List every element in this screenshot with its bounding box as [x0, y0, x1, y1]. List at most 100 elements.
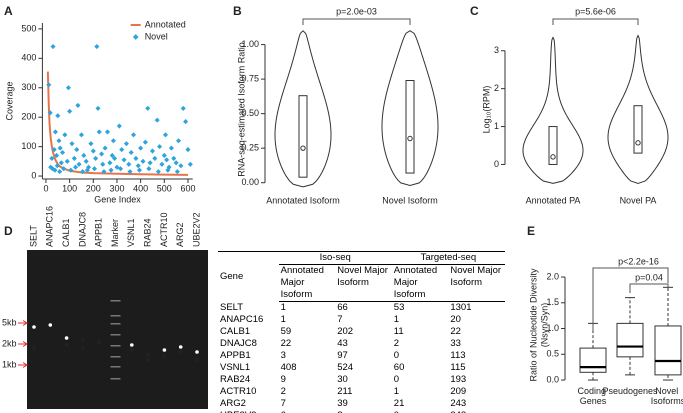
novel-point — [107, 160, 113, 166]
size-arrowhead — [22, 341, 28, 347]
novel-point — [187, 161, 193, 167]
novel-point — [59, 149, 66, 156]
gene-name: SELT — [220, 301, 244, 313]
novel-point — [57, 169, 63, 175]
band-star: ★ — [30, 342, 38, 352]
count: 211 — [337, 386, 353, 397]
count: 115 — [450, 362, 466, 373]
category-label: Pseudogenes — [602, 386, 658, 396]
novel-point — [93, 155, 99, 161]
count: 3 — [280, 350, 286, 361]
lane-label: CALB1 — [61, 218, 71, 247]
count: 524 — [337, 362, 354, 373]
count: 22 — [450, 326, 461, 337]
count: 0 — [393, 350, 400, 361]
novel-point — [49, 155, 55, 161]
count: 8 — [335, 410, 392, 413]
novel-point — [47, 110, 53, 116]
novel-point — [91, 166, 98, 172]
legend-label: Annotated — [145, 19, 186, 29]
novel-point — [71, 155, 77, 161]
legend-label: Novel — [145, 31, 168, 41]
box — [616, 322, 644, 358]
count: 2 — [393, 338, 400, 349]
size-label: 1kb — [2, 359, 17, 369]
gene-name: ARG2 — [220, 398, 246, 409]
band-star: ★ — [144, 349, 152, 359]
table-row: ARG2 7 39 21 243 — [218, 398, 505, 410]
novel-point — [83, 158, 89, 164]
novel-point — [74, 147, 80, 153]
count: 1301 — [450, 302, 472, 313]
lane-label: VSNL1 — [126, 218, 136, 247]
count: 7 — [280, 398, 286, 409]
marker-band — [110, 356, 121, 358]
y-tick-label: 0.5 — [546, 349, 559, 359]
x-tick-label: 300 — [109, 183, 124, 193]
column-header: Novel Major Isoform — [448, 264, 505, 302]
novel-point — [100, 161, 106, 167]
group-header: Iso-seq — [278, 251, 392, 265]
y-tick-label: 1.5 — [546, 297, 559, 307]
marker-band — [110, 378, 121, 380]
gene-name: ANAPC16 — [220, 314, 264, 325]
band-star: ★ — [63, 339, 71, 349]
column-header: Annotated Major Isoform — [391, 264, 449, 302]
count: 9 — [280, 374, 286, 385]
table-row: APPB1 3 97 0 113 — [218, 350, 505, 362]
median-point — [407, 135, 413, 142]
lane-label: ACTR10 — [159, 212, 169, 247]
count: 53 — [393, 302, 405, 313]
y-tick-label: 0 — [31, 170, 36, 180]
novel-point — [94, 44, 100, 50]
gene-name: ACTR10 — [220, 386, 257, 397]
band-dot — [162, 348, 167, 352]
panel-letter: D — [4, 224, 13, 238]
novel-point — [140, 158, 146, 164]
count: 209 — [450, 386, 467, 397]
novel-point — [149, 148, 156, 154]
novel-point — [127, 169, 133, 175]
x-axis-label: Gene Index — [94, 194, 141, 204]
band-dot — [32, 325, 36, 329]
size-label: 2kb — [2, 338, 17, 348]
box — [654, 325, 682, 376]
median-point — [635, 140, 641, 146]
size-label: 5kb — [2, 317, 17, 327]
count: 2 — [280, 386, 286, 397]
novel-point — [165, 167, 171, 173]
novel-point — [152, 155, 158, 161]
box — [405, 79, 415, 174]
count: 113 — [450, 350, 466, 361]
novel-point — [76, 161, 82, 167]
x-tick-label: 500 — [157, 183, 172, 193]
novel-point — [54, 163, 60, 169]
panel-letter: A — [4, 4, 13, 18]
band-star: ★ — [193, 354, 201, 364]
novel-point — [69, 141, 75, 147]
novel-point — [159, 161, 165, 167]
count: 1 — [280, 314, 286, 325]
p-bracket — [302, 18, 411, 25]
novel-point — [75, 102, 81, 108]
violin — [607, 34, 669, 184]
y-tick-label: 3 — [494, 45, 499, 55]
novel-point — [130, 132, 137, 138]
y-tick-label: 2.0 — [546, 271, 559, 281]
novel-point — [55, 113, 61, 119]
novel-point — [64, 158, 70, 164]
y-axis-label: (Nsyn/Syn) — [539, 303, 549, 348]
y-tick-label: 400 — [21, 53, 36, 63]
table-row: UBE2V2680348 — [218, 410, 505, 413]
y-tick-label: 0.50 — [241, 108, 259, 118]
novel-point — [72, 164, 79, 170]
novel-point — [162, 132, 169, 138]
isoform-table: Gene Iso-seq Targeted-seq Annotated Major I… — [218, 251, 505, 413]
band-dot — [178, 345, 183, 349]
band-dot — [48, 323, 53, 327]
novel-point — [142, 139, 148, 145]
lane-label: Marker — [110, 219, 120, 247]
lane-label: DNAJC8 — [77, 212, 87, 247]
count: 408 — [280, 362, 297, 373]
category-label: Annotated PA — [526, 195, 581, 205]
